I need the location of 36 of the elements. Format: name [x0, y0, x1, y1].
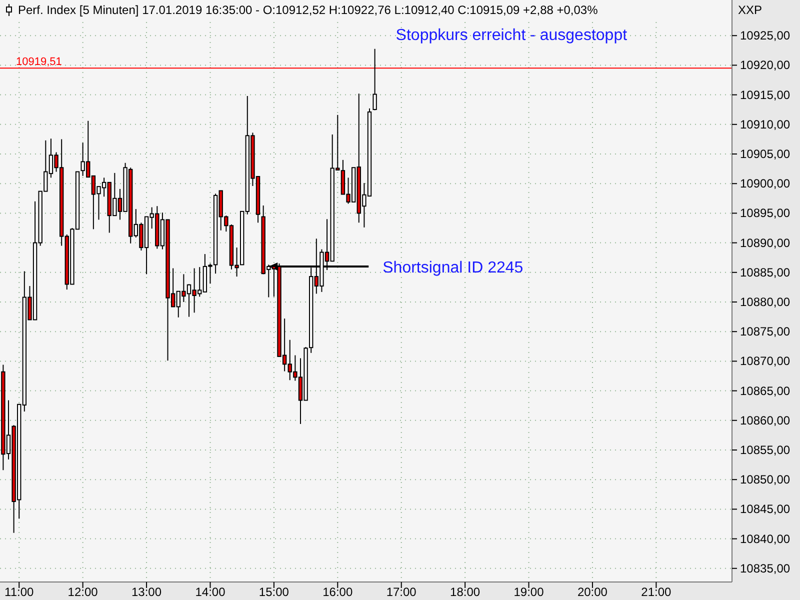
x-tick-label: 17:00	[386, 585, 417, 599]
y-tick-label: 10895,00	[740, 206, 790, 220]
y-tick-label: 10890,00	[740, 236, 790, 250]
y-tick-label: 10880,00	[740, 295, 790, 309]
chart-title: Perf. Index [5 Minuten] 17.01.2019 16:35:00 - O:10912,52 H:10922,76 L:10912,40 C:10915,09 +2,88 +0,03%	[18, 3, 598, 17]
x-tick-label: 14:00	[195, 585, 226, 599]
x-tick-label: 16:00	[322, 585, 353, 599]
x-tick-label: 11:00	[4, 585, 34, 599]
x-tick-label: 18:00	[450, 585, 480, 599]
y-tick-label: 10865,00	[740, 384, 790, 398]
y-tick-label: 10910,00	[740, 117, 790, 132]
y-tick-label: 10870,00	[740, 354, 790, 368]
y-tick-label: 10855,00	[740, 442, 790, 457]
annotation: Stoppkurs erreicht - ausgestoppt	[396, 26, 628, 44]
ref-line-label: 10919,51	[16, 56, 62, 68]
candlestick	[372, 48, 377, 111]
y-tick-label: 10840,00	[740, 532, 790, 546]
y-tick-label: 10835,00	[740, 561, 790, 576]
y-tick-label: 10845,00	[740, 502, 790, 516]
y-tick-label: 10900,00	[740, 176, 790, 191]
y-tick-label: 10860,00	[740, 413, 790, 428]
y-tick-label: 10905,00	[740, 147, 790, 162]
y-axis-title: XXP	[738, 3, 762, 17]
y-tick-label: 10915,00	[740, 88, 790, 102]
x-tick-label: 12:00	[68, 585, 98, 599]
x-tick-label: 13:00	[132, 585, 162, 599]
annotation: Shortsignal ID 2245	[382, 259, 524, 276]
y-tick-label: 10925,00	[740, 28, 790, 43]
y-tick-label: 10885,00	[740, 265, 790, 280]
y-tick-label: 10875,00	[740, 324, 790, 339]
y-tick-label: 10920,00	[740, 58, 790, 72]
x-tick-label: 15:00	[258, 585, 290, 599]
y-tick-label: 10850,00	[740, 472, 790, 487]
x-tick-label: 20:00	[577, 585, 608, 599]
x-tick-label: 19:00	[514, 585, 544, 599]
x-tick-label: 21:00	[641, 585, 672, 599]
